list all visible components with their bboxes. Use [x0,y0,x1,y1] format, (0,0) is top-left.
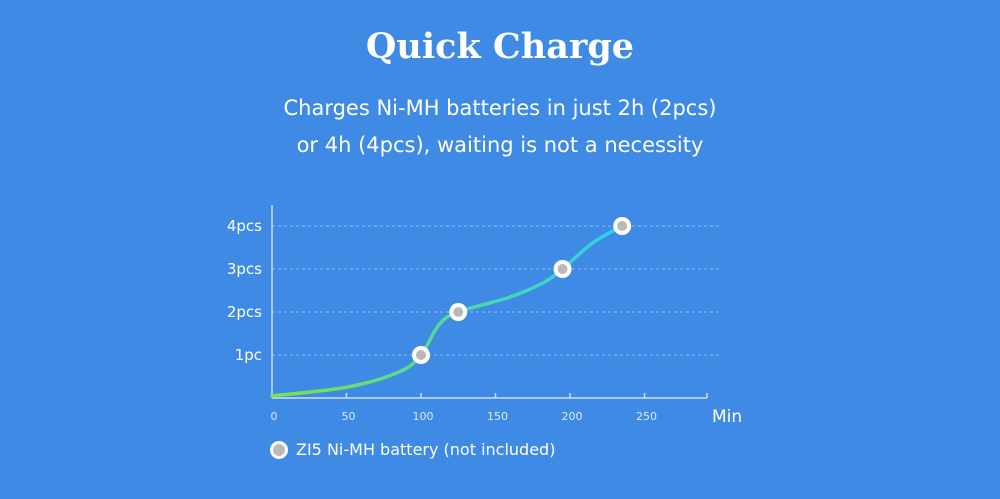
x-tick-label: 50 [342,410,356,423]
data-point-center [617,221,628,231]
x-tick-label: 200 [562,410,583,423]
legend: ZI5 Ni-MH battery (not included) [270,440,555,459]
page-title: Quick Charge [365,26,635,67]
x-tick-label: 100 [413,410,434,423]
x-axis-unit: Min [712,407,742,427]
y-tick-label: 3pcs [227,260,262,278]
data-point-center [557,264,568,274]
data-point-center [453,307,464,317]
data-point-center [416,350,426,360]
charge-curve [270,224,624,398]
subtitle-line-1: Charges Ni-MH batteries in just 2h (2pcs… [283,96,717,120]
subtitle-line-2: or 4h (4pcs), waiting is not a necessity [296,133,704,157]
x-tick-label: 0 [271,410,278,423]
y-tick-label: 2pcs [227,303,262,321]
legend-marker-icon [270,440,288,459]
y-tick-label: 4pcs [227,217,262,235]
x-tick-label: 250 [636,410,657,423]
x-tick-label: 150 [487,410,508,423]
y-tick-label: 1pc [235,346,262,364]
subtitle: Charges Ni-MH batteries in just 2h (2pcs… [0,90,1000,164]
legend-label: ZI5 Ni-MH battery (not included) [296,440,556,459]
